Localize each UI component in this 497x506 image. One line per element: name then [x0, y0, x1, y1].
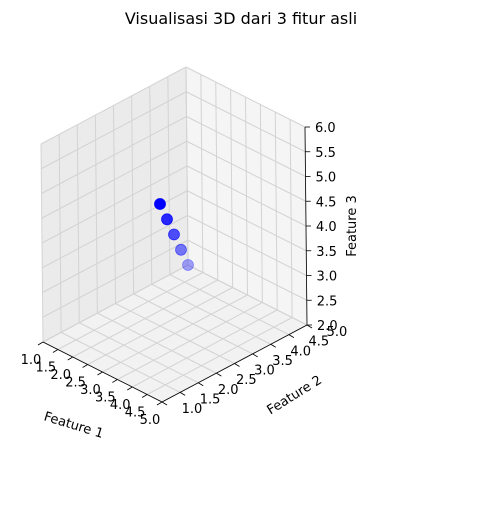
grid-line [187, 190, 307, 252]
x-tick-mark [97, 371, 103, 376]
y-tick-label: 5.0 [327, 325, 348, 340]
grid-line [79, 322, 199, 384]
data-point [168, 228, 180, 241]
x-tick-label: 3.0 [80, 383, 101, 398]
data-point [182, 259, 194, 271]
y-tick-label: 2.0 [218, 383, 239, 398]
x-axis-label: Feature 1 [42, 409, 105, 441]
grid-line [41, 91, 187, 170]
grid-line [40, 66, 187, 145]
z-tick-label: 4.5 [316, 195, 337, 210]
y-tick-mark [252, 353, 258, 358]
y-tick-label: 1.5 [200, 392, 221, 407]
y-tick-mark [216, 372, 222, 377]
grid-line [42, 264, 189, 343]
grid-line [60, 331, 181, 393]
grid-line [187, 264, 308, 326]
y-tick-mark [270, 343, 276, 348]
x-tick-label: 1.5 [36, 361, 57, 376]
y-tick-mark [234, 363, 240, 367]
y-tick-label: 3.0 [254, 364, 275, 379]
data-point [161, 213, 173, 226]
data-points [154, 198, 194, 271]
y-tick-mark [179, 392, 186, 396]
grid-line [42, 239, 188, 318]
x-tick-mark [141, 394, 148, 398]
grid-line [186, 165, 307, 227]
x-tick-mark [52, 349, 59, 353]
grid-line [186, 91, 306, 153]
x-tick-label: 5.0 [140, 413, 161, 428]
y-tick-mark [288, 334, 295, 338]
grid-line [186, 116, 306, 177]
grid-line [41, 165, 188, 244]
x-tick-label: 3.5 [95, 391, 116, 406]
x-tick-mark [37, 341, 44, 346]
x-tick-mark [112, 379, 118, 383]
y-axis-label: Feature 2 [265, 373, 325, 418]
y-tick-label: 3.5 [272, 354, 293, 369]
grid-line [169, 274, 290, 336]
data-point [175, 243, 187, 256]
x-axis-ticks: 1.01.52.02.53.03.54.04.55.0 [21, 341, 163, 428]
z-tick-label: 2.5 [317, 294, 338, 309]
z-tick-label: 4.0 [316, 220, 337, 235]
x-tick-mark [82, 364, 88, 368]
z-tick-label: 3.5 [316, 245, 337, 260]
y-tick-label: 4.5 [309, 335, 330, 350]
x-tick-label: 2.0 [50, 368, 71, 383]
y-tick-mark [198, 382, 204, 387]
z-tick-label: 3.0 [317, 270, 338, 285]
x-tick-label: 4.5 [125, 406, 146, 421]
grid-line [41, 116, 187, 194]
grid-line [187, 215, 307, 276]
z-tick-label: 2.0 [317, 319, 338, 334]
y-tick-label: 2.5 [236, 373, 257, 388]
y-tick-label: 4.0 [290, 344, 311, 359]
grid-line [97, 312, 217, 374]
grid-line [41, 140, 187, 219]
z-tick-label: 5.0 [316, 171, 337, 186]
grid-line [133, 293, 253, 355]
y-tick-mark [161, 401, 168, 406]
y-tick-label: 1.0 [182, 402, 203, 417]
y-axis-ticks: 1.01.52.02.53.03.54.04.55.0 [161, 324, 348, 417]
grid-line [151, 283, 271, 345]
z-axis-label: Feature 3 [345, 195, 360, 257]
x-tick-label: 2.5 [65, 376, 86, 391]
x-tick-mark [67, 356, 73, 361]
x-tick-label: 1.0 [21, 353, 42, 368]
grid-line [187, 239, 307, 301]
grid-line [115, 303, 235, 364]
grid-line [186, 140, 306, 202]
x-tick-mark [156, 401, 163, 406]
data-point [154, 198, 166, 210]
z-tick-label: 5.5 [315, 146, 336, 161]
y-tick-mark [306, 324, 313, 329]
grid-line [42, 215, 188, 293]
x-tick-mark [127, 386, 133, 391]
z-axis-ticks: 2.0 2.5 3.0 3.5 4.0 4.5 5.0 5.5 6.0 [305, 121, 338, 334]
chart-title: Visualisasi 3D dari 3 fitur asli [125, 9, 357, 28]
z-tick-label: 6.0 [315, 121, 336, 136]
grid-line [185, 66, 306, 128]
x-tick-label: 4.0 [110, 398, 131, 413]
